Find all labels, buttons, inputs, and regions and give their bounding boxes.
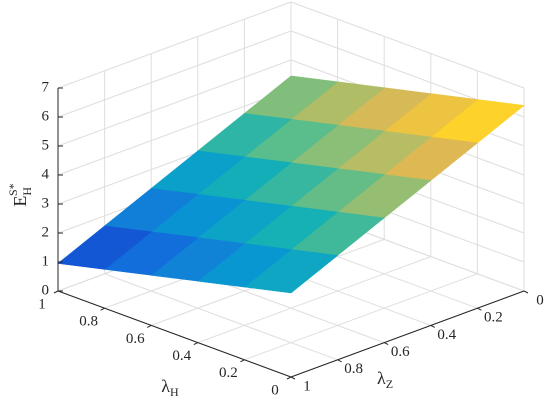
z-axis-label: EHS* [6,183,34,206]
grid-line [57,59,292,147]
x-tick-label: 0.6 [126,331,145,347]
z-label-sub: H [20,187,34,196]
z-tick-label: 0 [42,282,50,298]
x-axis-label: λH [161,376,179,399]
grid-line [290,1,525,89]
y-tick-mark [337,359,342,363]
y-tick-label: 1 [303,378,311,394]
x-tick-mark [240,359,245,363]
x-tick-label: 0.8 [79,314,98,330]
z-tick-label: 5 [42,137,50,153]
x-tick-mark [53,290,59,294]
grid-line [104,273,338,361]
y-axis-label: λZ [377,368,393,391]
x-tick-mark [286,376,292,380]
y-tick-label: 0.4 [437,327,456,343]
z-tick-label: 7 [42,79,50,95]
y-tick-label: 0.6 [391,344,410,360]
y-tick-label: 0 [536,292,544,308]
grid-line [244,273,478,361]
y-tick-label: 0.8 [344,361,363,377]
y-tick-label: 0.2 [484,310,503,326]
z-tick-label: 1 [42,253,50,269]
grid-line [57,1,292,89]
z-label-base: E [10,196,30,207]
x-tick-label: 0.4 [172,348,191,364]
y-tick-mark [383,342,389,346]
x-tick-mark [193,342,199,346]
z-tick-label: 2 [42,224,50,240]
y-axis-line [290,290,525,378]
grid-line [57,88,292,176]
y-tick-mark [523,290,529,294]
z-tick-label: 3 [42,195,50,211]
x-label-base: λ [161,376,170,396]
y-tick-mark [477,307,482,311]
x-tick-label: 0.2 [219,365,238,381]
x-label-sub: H [170,385,179,399]
y-label-sub: Z [386,377,393,391]
y-tick-mark [430,324,436,328]
y-tick-mark [290,376,296,380]
z-tick-label: 4 [42,166,50,182]
grid-line [197,256,431,344]
surface [57,75,525,294]
z-label-sup: S* [6,183,20,196]
z-tick-label: 6 [42,108,50,124]
x-tick-label: 1 [38,296,46,312]
x-tick-mark [100,307,105,311]
x-tick-mark [146,324,152,328]
y-label-base: λ [377,368,386,388]
grid-line [57,30,292,118]
x-tick-label: 0 [271,382,279,398]
x-axis-line [57,290,292,378]
